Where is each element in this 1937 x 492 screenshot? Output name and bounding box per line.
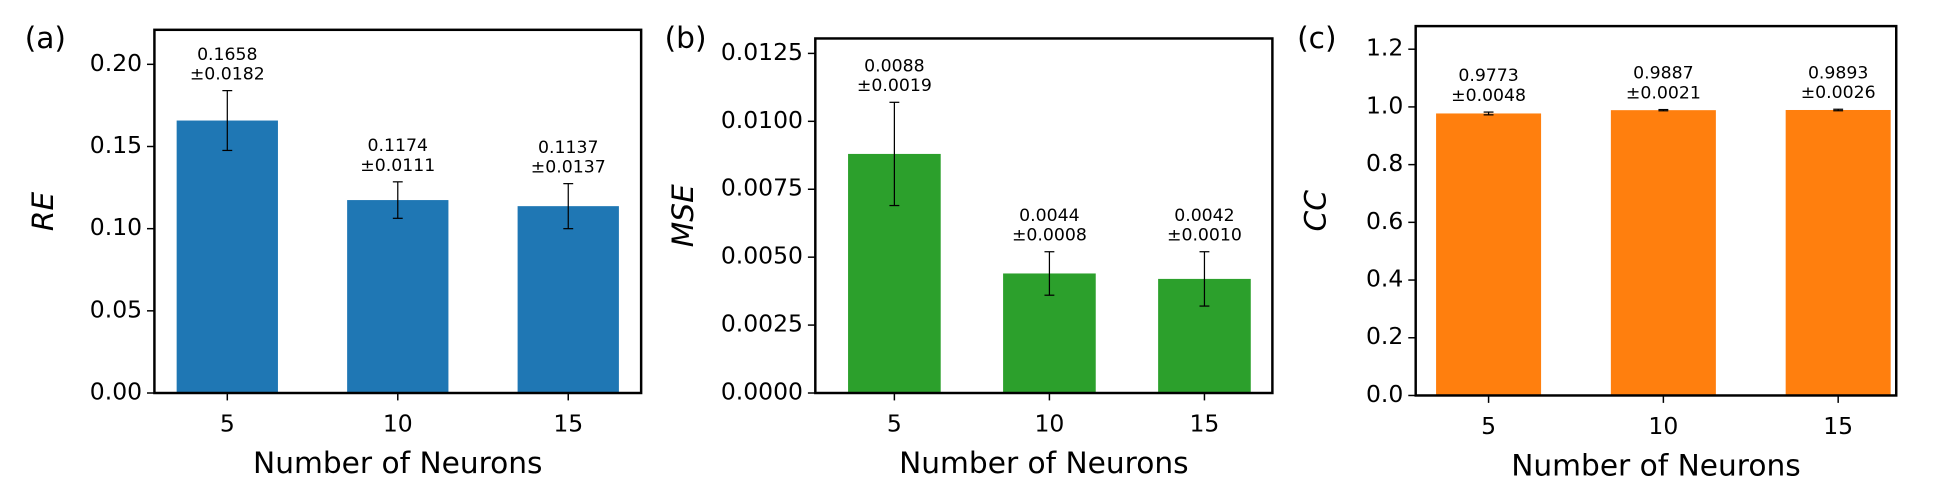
value-label: 0.1137 (538, 138, 598, 158)
panel-label: (c) (1297, 20, 1336, 55)
value-label: 0.0042 (1174, 206, 1234, 226)
bar (1436, 113, 1542, 396)
x-tick-label: 5 (887, 410, 902, 438)
axes-frame (1414, 24, 1898, 397)
x-tick-label: 10 (383, 410, 413, 438)
y-tick-label: 0.0 (1366, 380, 1403, 408)
x-tick-label: 5 (220, 410, 235, 438)
y-tick-label: 0.20 (90, 49, 142, 77)
error-label: ±0.0137 (531, 158, 606, 178)
value-label: 0.9773 (1458, 66, 1518, 86)
error-label: ±0.0010 (1167, 226, 1242, 246)
y-axis-label: RE (25, 191, 60, 231)
error-label: ±0.0182 (190, 65, 265, 85)
y-tick-label: 0.8 (1366, 149, 1403, 177)
axes-frame (814, 37, 1274, 395)
bar (1610, 110, 1716, 396)
x-tick-label: 15 (553, 410, 583, 438)
y-tick-label: 1.2 (1366, 34, 1403, 62)
x-axis-label: Number of Neurons (899, 445, 1188, 480)
value-label: 0.9893 (1808, 63, 1868, 83)
x-axis-label: Number of Neurons (253, 445, 542, 480)
value-label: 0.1658 (197, 45, 257, 65)
y-tick-label: 0.0000 (721, 378, 803, 406)
error-label: ±0.0026 (1801, 83, 1876, 103)
y-tick-label: 0.0025 (721, 310, 803, 338)
value-label: 0.1174 (368, 136, 428, 156)
x-tick-label: 10 (1648, 412, 1678, 440)
bar (517, 206, 619, 394)
bar (1785, 109, 1891, 396)
y-tick-label: 0.15 (90, 131, 142, 159)
value-label: 0.9887 (1633, 64, 1693, 84)
y-tick-label: 0.10 (90, 213, 142, 241)
axes-frame (153, 28, 643, 395)
value-label: 0.0088 (864, 56, 924, 76)
y-tick-label: 0.0075 (721, 174, 803, 202)
error-label: ±0.0008 (1012, 226, 1087, 246)
y-tick-label: 0.6 (1366, 207, 1403, 235)
error-label: ±0.0019 (857, 76, 932, 96)
bar (176, 120, 278, 394)
y-tick-label: 0.00 (90, 378, 142, 406)
x-tick-label: 5 (1481, 412, 1496, 440)
error-label: ±0.0021 (1626, 84, 1701, 104)
panel-label: (b) (665, 20, 707, 55)
value-label: 0.0044 (1019, 206, 1079, 226)
y-tick-label: 0.0050 (721, 242, 803, 270)
x-axis-label: Number of Neurons (1511, 448, 1800, 483)
y-axis-label: CC (1297, 190, 1332, 232)
panel-label: (a) (25, 20, 66, 55)
y-tick-label: 1.0 (1366, 91, 1403, 119)
y-tick-label: 0.05 (90, 295, 142, 323)
x-tick-label: 15 (1190, 410, 1220, 438)
y-tick-label: 0.0125 (721, 38, 803, 66)
x-tick-label: 15 (1823, 412, 1853, 440)
y-tick-label: 0.2 (1366, 322, 1403, 350)
error-label: ±0.0111 (360, 156, 435, 176)
error-label: ±0.0048 (1451, 86, 1526, 106)
y-axis-label: MSE (665, 184, 700, 247)
y-tick-label: 0.4 (1366, 265, 1403, 293)
bar (347, 200, 449, 394)
x-tick-label: 10 (1034, 410, 1064, 438)
y-tick-label: 0.0100 (721, 106, 803, 134)
